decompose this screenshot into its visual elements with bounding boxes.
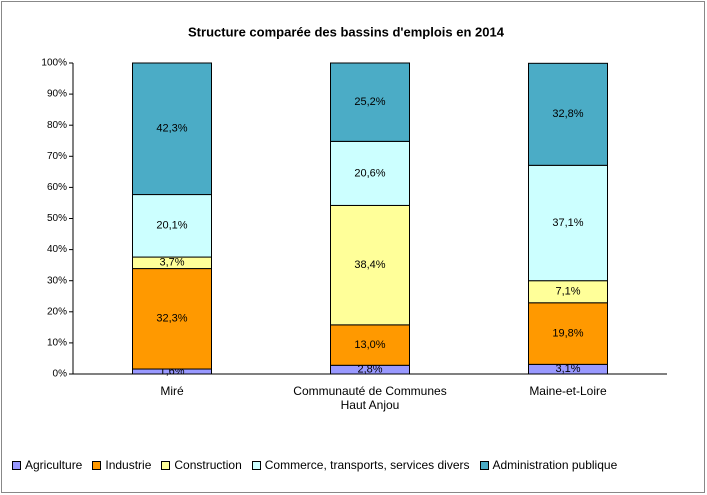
bar-segment [330,324,410,366]
y-tick-label: 30% [47,275,67,286]
legend-swatch [12,460,21,470]
x-tick-label: Communauté de Communes Haut Anjou [293,384,447,412]
legend-label: Commerce, transports, services divers [264,458,470,472]
bar-segment [528,302,608,365]
x-tick-label: Maine-et-Loire [529,384,607,398]
legend-item: Commerce, transports, services divers [251,458,470,472]
value-label: 32,8% [552,108,583,120]
legend-swatch [479,460,489,470]
legend-label: Construction [174,458,242,472]
value-label: 13,0% [354,339,385,351]
legend-item: Industrie [92,458,151,472]
value-label: 20,1% [156,220,187,232]
value-label: 3,7% [159,257,184,269]
legend-label: Agriculture [25,458,83,472]
legend-item: Agriculture [12,458,82,472]
y-tick-label: 60% [47,182,67,193]
value-label: 32,3% [156,313,187,325]
legend-item: Construction [161,458,242,472]
x-tick-label: Miré [160,384,184,398]
bar-segment [330,140,410,206]
legend-label: Administration publique [492,458,618,472]
value-label: 38,4% [354,259,385,271]
legend-swatch [92,460,102,470]
value-label: 37,1% [552,217,583,229]
y-tick-label: 40% [47,244,67,255]
y-tick-label: 70% [47,151,67,162]
legend-swatch [161,460,171,470]
legend: Agriculture Industrie Construction Commerce… [12,458,617,472]
legend-item: Administration publique [479,458,618,472]
legend-label: Industrie [105,458,152,472]
bar-segment [330,62,410,142]
value-label: 2,8% [357,364,382,376]
y-tick-label: 90% [47,89,67,100]
bar-segment [528,164,608,282]
value-label: 7,1% [555,286,580,298]
legend-swatch [251,460,261,470]
bar-segment [132,268,212,370]
bar-segment [132,194,212,258]
y-tick-label: 20% [47,306,67,317]
bar-segment [528,62,608,166]
chart-title: Structure comparée des bassins d'emplois… [188,24,505,39]
value-label: 3,1% [555,363,580,375]
y-tick-label: 50% [47,213,67,224]
bar-segment [132,62,212,196]
y-tick-label: 10% [47,338,67,349]
y-tick-label: 80% [47,120,67,131]
value-label: 25,2% [354,96,385,108]
value-label: 20,6% [354,167,385,179]
value-label: 19,8% [552,327,583,339]
y-tick-label: 100% [41,58,67,69]
y-tick-label: 0% [53,369,68,380]
value-label: 42,3% [156,123,187,135]
